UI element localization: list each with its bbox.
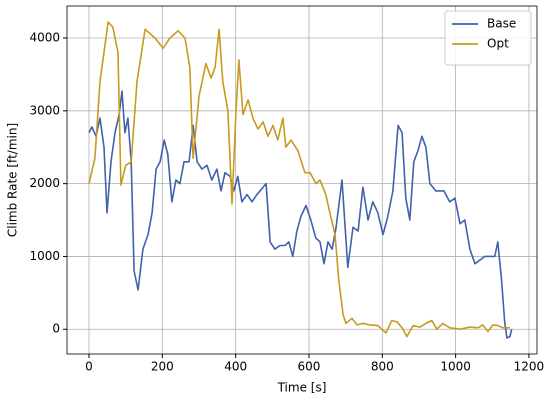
x-tick-label: 600 <box>298 360 321 374</box>
y-tick-label: 1000 <box>29 249 60 263</box>
plot-frame <box>66 5 538 355</box>
x-tick-label: 0 <box>85 360 93 374</box>
legend-label: Base <box>487 17 516 31</box>
x-tick-label: 1000 <box>440 360 471 374</box>
y-tick-label: 0 <box>52 322 60 336</box>
y-tick-label: 3000 <box>29 103 60 117</box>
y-tick-label: 2000 <box>29 176 60 190</box>
x-tick-label: 800 <box>371 360 394 374</box>
x-tick-label: 1200 <box>514 360 545 374</box>
y-tick-label: 4000 <box>29 31 60 45</box>
line-series <box>88 90 513 339</box>
line-series <box>88 21 510 338</box>
y-axis-label: Climb Rate [ft/min] <box>6 123 20 237</box>
x-axis-label: Time [s] <box>277 381 327 395</box>
x-tick-label: 200 <box>151 360 174 374</box>
legend-label: Opt <box>487 37 509 51</box>
x-tick-label: 400 <box>224 360 247 374</box>
